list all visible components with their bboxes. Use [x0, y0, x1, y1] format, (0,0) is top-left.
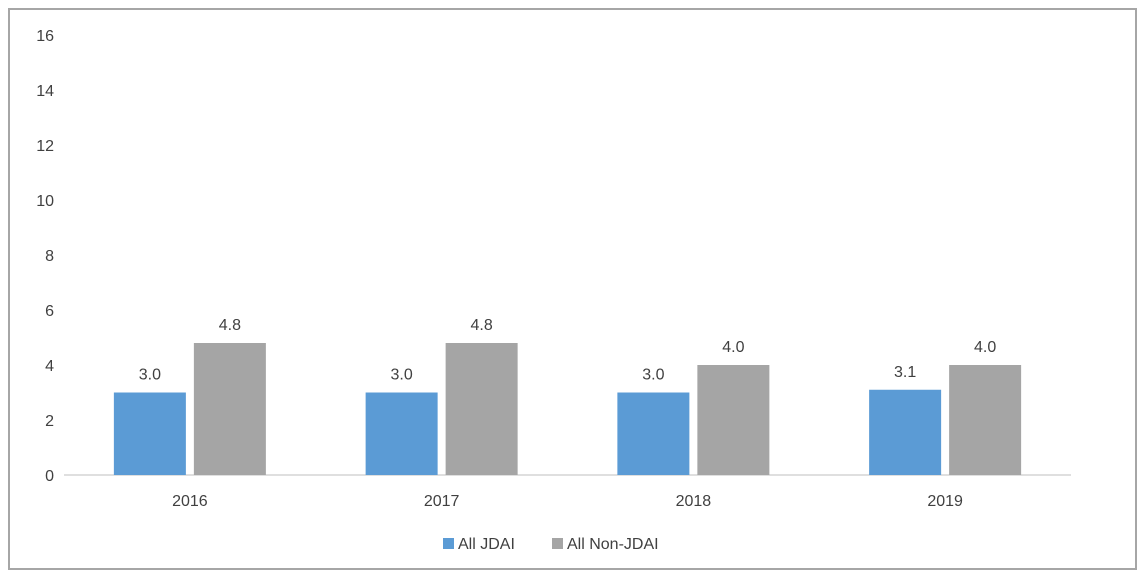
bar-non-jdai	[193, 343, 266, 475]
legend-label: All JDAI	[458, 536, 515, 553]
bar-jdai	[113, 392, 186, 475]
x-tick-label: 2019	[927, 493, 963, 510]
data-label: 4.0	[974, 339, 996, 356]
bar-jdai	[869, 389, 942, 475]
legend-swatch	[443, 538, 454, 549]
data-label: 3.1	[894, 364, 916, 381]
bar-non-jdai	[949, 365, 1022, 475]
y-tick-label: 16	[36, 28, 54, 45]
bar-jdai	[617, 392, 690, 475]
data-label: 4.8	[219, 317, 241, 334]
data-label: 3.0	[642, 367, 664, 384]
y-tick-label: 10	[36, 193, 54, 210]
y-tick-label: 12	[36, 138, 54, 155]
data-label: 4.0	[722, 339, 744, 356]
y-tick-label: 4	[45, 358, 54, 375]
x-tick-label: 2017	[424, 493, 460, 510]
bar-jdai	[365, 392, 438, 475]
legend-label: All Non-JDAI	[567, 536, 659, 553]
bar-non-jdai	[697, 365, 770, 475]
bar-non-jdai	[445, 343, 518, 475]
y-tick-label: 0	[45, 468, 54, 485]
x-tick-label: 2016	[172, 493, 208, 510]
y-tick-label: 14	[36, 83, 54, 100]
data-label: 3.0	[139, 367, 161, 384]
chart-frame	[8, 8, 1137, 570]
data-label: 4.8	[471, 317, 493, 334]
x-tick-label: 2018	[676, 493, 712, 510]
y-tick-label: 6	[45, 303, 54, 320]
data-label: 3.0	[391, 367, 413, 384]
y-tick-label: 8	[45, 248, 54, 265]
legend-swatch	[552, 538, 563, 549]
y-tick-label: 2	[45, 413, 54, 430]
